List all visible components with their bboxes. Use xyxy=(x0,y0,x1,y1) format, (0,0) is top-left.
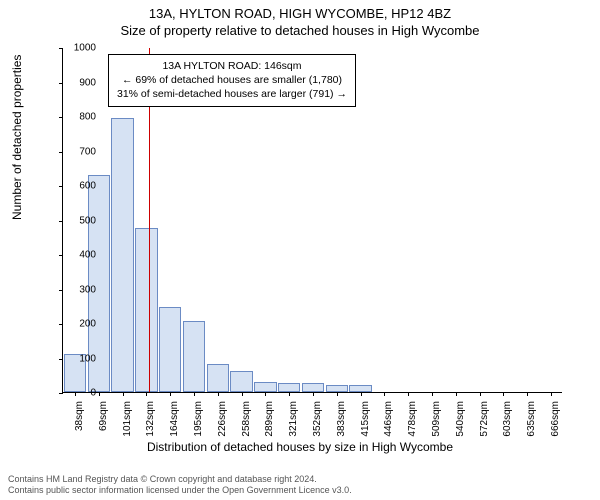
xtick-label: 666sqm xyxy=(550,401,561,441)
xtick-mark xyxy=(218,392,219,396)
xtick-label: 603sqm xyxy=(502,401,513,441)
histogram-bar xyxy=(135,228,157,392)
xtick-label: 195sqm xyxy=(193,401,204,441)
histogram-bar xyxy=(278,383,300,392)
xtick-mark xyxy=(480,392,481,396)
annotation-callout: 13A HYLTON ROAD: 146sqm← 69% of detached… xyxy=(108,54,356,107)
x-axis-label: Distribution of detached houses by size … xyxy=(0,440,600,454)
xtick-label: 478sqm xyxy=(407,401,418,441)
histogram-bar xyxy=(183,321,205,392)
ytick-mark xyxy=(59,255,63,256)
xtick-label: 415sqm xyxy=(360,401,371,441)
xtick-mark xyxy=(432,392,433,396)
xtick-mark xyxy=(265,392,266,396)
ytick-mark xyxy=(59,48,63,49)
page-subtitle: Size of property relative to detached ho… xyxy=(0,23,600,38)
xtick-label: 132sqm xyxy=(145,401,156,441)
xtick-mark xyxy=(384,392,385,396)
xtick-label: 635sqm xyxy=(526,401,537,441)
xtick-mark xyxy=(194,392,195,396)
xtick-label: 321sqm xyxy=(288,401,299,441)
histogram-bar xyxy=(302,383,324,392)
xtick-label: 509sqm xyxy=(431,401,442,441)
ytick-mark xyxy=(59,152,63,153)
ytick-mark xyxy=(59,117,63,118)
ytick-label: 300 xyxy=(66,284,96,295)
xtick-mark xyxy=(170,392,171,396)
xtick-label: 258sqm xyxy=(241,401,252,441)
xtick-label: 540sqm xyxy=(455,401,466,441)
ytick-label: 100 xyxy=(66,353,96,364)
attribution-footer: Contains HM Land Registry data © Crown c… xyxy=(8,474,352,497)
ytick-label: 1000 xyxy=(66,43,96,54)
xtick-mark xyxy=(289,392,290,396)
footer-line-2: Contains public sector information licen… xyxy=(8,485,352,496)
ytick-label: 500 xyxy=(66,215,96,226)
histogram-plot: 13A HYLTON ROAD: 146sqm← 69% of detached… xyxy=(62,48,562,393)
xtick-label: 69sqm xyxy=(98,401,109,441)
ytick-label: 700 xyxy=(66,146,96,157)
xtick-mark xyxy=(456,392,457,396)
xtick-label: 289sqm xyxy=(264,401,275,441)
ytick-label: 400 xyxy=(66,250,96,261)
xtick-label: 101sqm xyxy=(122,401,133,441)
xtick-mark xyxy=(337,392,338,396)
ytick-mark xyxy=(59,186,63,187)
annotation-line: 31% of semi-detached houses are larger (… xyxy=(117,87,347,101)
ytick-label: 200 xyxy=(66,319,96,330)
xtick-label: 164sqm xyxy=(169,401,180,441)
footer-line-1: Contains HM Land Registry data © Crown c… xyxy=(8,474,352,485)
histogram-bar xyxy=(230,371,252,392)
histogram-bar xyxy=(159,307,181,392)
ytick-mark xyxy=(59,359,63,360)
histogram-bar xyxy=(349,385,371,392)
page-title: 13A, HYLTON ROAD, HIGH WYCOMBE, HP12 4BZ xyxy=(0,6,600,21)
ytick-mark xyxy=(59,393,63,394)
xtick-mark xyxy=(527,392,528,396)
ytick-mark xyxy=(59,221,63,222)
xtick-mark xyxy=(123,392,124,396)
ytick-label: 0 xyxy=(66,388,96,399)
histogram-bar xyxy=(207,364,229,392)
xtick-mark xyxy=(242,392,243,396)
ytick-mark xyxy=(59,83,63,84)
ytick-mark xyxy=(59,324,63,325)
xtick-mark xyxy=(408,392,409,396)
xtick-mark xyxy=(313,392,314,396)
ytick-label: 800 xyxy=(66,112,96,123)
xtick-mark xyxy=(503,392,504,396)
xtick-mark xyxy=(99,392,100,396)
xtick-label: 38sqm xyxy=(74,401,85,441)
xtick-label: 572sqm xyxy=(479,401,490,441)
histogram-bar xyxy=(254,382,276,392)
xtick-label: 446sqm xyxy=(383,401,394,441)
ytick-mark xyxy=(59,290,63,291)
histogram-bar xyxy=(326,385,348,392)
xtick-mark xyxy=(146,392,147,396)
y-axis-label: Number of detached properties xyxy=(10,55,24,220)
ytick-label: 600 xyxy=(66,181,96,192)
xtick-mark xyxy=(361,392,362,396)
xtick-label: 352sqm xyxy=(312,401,323,441)
annotation-line: ← 69% of detached houses are smaller (1,… xyxy=(117,73,347,87)
xtick-mark xyxy=(551,392,552,396)
annotation-line: 13A HYLTON ROAD: 146sqm xyxy=(117,59,347,73)
xtick-label: 383sqm xyxy=(336,401,347,441)
xtick-label: 226sqm xyxy=(217,401,228,441)
ytick-label: 900 xyxy=(66,77,96,88)
histogram-bar xyxy=(111,118,133,392)
